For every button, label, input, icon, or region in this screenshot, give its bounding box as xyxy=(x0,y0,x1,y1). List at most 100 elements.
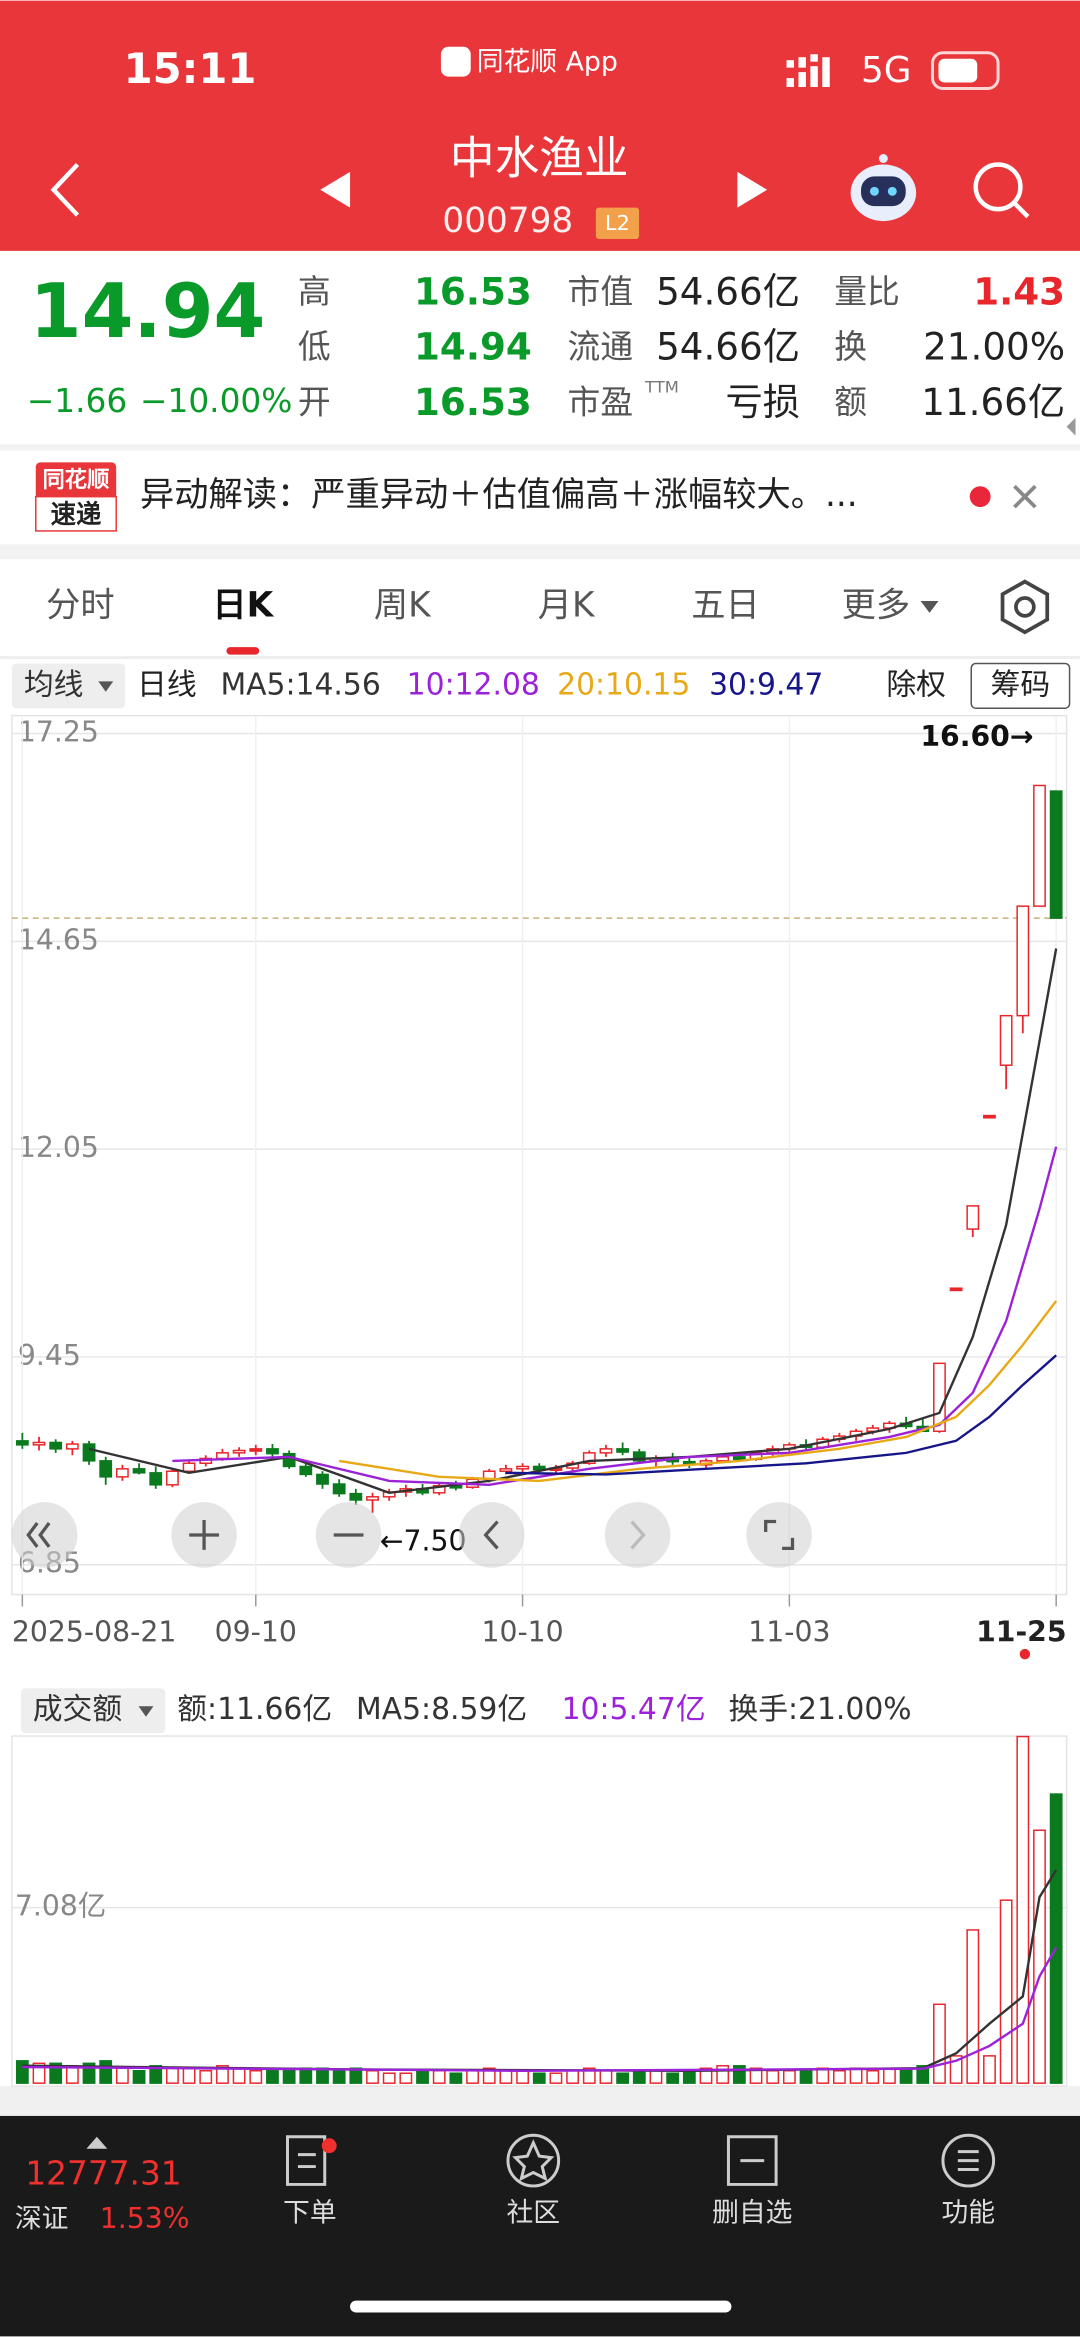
volume-bar xyxy=(532,2072,546,2084)
legend-selector: 均线 xyxy=(24,667,84,702)
robot-icon[interactable] xyxy=(850,154,917,222)
tab[interactable]: 月K xyxy=(538,585,596,625)
field-value: 14.94 xyxy=(414,325,532,369)
tab[interactable]: 日K xyxy=(212,585,274,625)
volume-bar xyxy=(382,2072,396,2084)
volume-bar xyxy=(549,2072,563,2084)
candle-body xyxy=(1033,784,1046,907)
ma-line xyxy=(88,948,1058,1495)
volume-bar xyxy=(666,2072,680,2084)
tab-underline xyxy=(226,647,260,655)
next-stock[interactable] xyxy=(737,171,768,208)
candle-body xyxy=(115,1468,129,1478)
candle-body xyxy=(499,1468,513,1472)
nav-icon-ring[interactable] xyxy=(506,2133,561,2188)
news-badge-bottom-text: 速递 xyxy=(51,499,102,529)
y-tick-label: 17.25 xyxy=(18,716,99,749)
volume-bar xyxy=(1033,1829,1046,2084)
chart-control[interactable] xyxy=(604,1502,671,1568)
y-tick-label: 9.45 xyxy=(18,1339,81,1372)
candle-body xyxy=(332,1483,346,1495)
back-button[interactable] xyxy=(50,162,80,217)
dropdown-arrow[interactable] xyxy=(98,681,114,692)
ma-line xyxy=(22,1869,1058,2072)
field-value: 1.43 xyxy=(973,270,1065,314)
volume-bar xyxy=(716,2065,730,2084)
nav-badge xyxy=(321,2138,337,2154)
volume-bar xyxy=(366,2070,379,2084)
nav-icon-ring[interactable] xyxy=(941,2133,996,2188)
field-label: 额 xyxy=(834,383,867,421)
candle-body xyxy=(266,1448,279,1455)
chips-text[interactable]: 筹码 xyxy=(991,667,1051,702)
field-label: 低 xyxy=(298,328,331,366)
nav-icon[interactable] xyxy=(726,2135,778,2186)
chart-control-icon[interactable] xyxy=(764,1519,795,1551)
chart-control-icon[interactable] xyxy=(483,1520,499,1550)
divider xyxy=(0,2086,1080,2116)
legend-item: 额:11.66亿 xyxy=(177,1692,332,1727)
news-text[interactable]: 异动解读：严重异动＋估值偏高＋涨幅较大。... xyxy=(140,475,858,515)
field-label: 换 xyxy=(834,328,867,366)
index-change: 1.53% xyxy=(100,2202,190,2235)
change: −1.66 xyxy=(27,382,127,420)
candle-body xyxy=(582,1452,596,1464)
prev-stock[interactable] xyxy=(320,171,351,208)
chart-control-icon[interactable] xyxy=(189,1520,219,1550)
legend-selector-bg[interactable] xyxy=(11,663,126,709)
volume-bar xyxy=(32,2062,46,2084)
legend-adjust[interactable]: 除权 xyxy=(886,667,946,702)
nav-label[interactable]: 下单 xyxy=(283,2198,337,2229)
volume-bar xyxy=(949,2055,963,2084)
volume-bar xyxy=(499,2070,513,2084)
news-close[interactable] xyxy=(1013,484,1037,509)
chips-button[interactable] xyxy=(970,662,1071,709)
volume-bar xyxy=(699,2067,713,2084)
plot-frame xyxy=(11,714,1068,1596)
field-value: 54.66亿 xyxy=(656,325,800,369)
nav-label[interactable]: 社区 xyxy=(506,2198,560,2229)
nav-icon[interactable] xyxy=(512,2139,555,2182)
expand-corner[interactable] xyxy=(1066,417,1076,436)
tab[interactable]: 分时 xyxy=(46,585,115,625)
volume-bar xyxy=(15,2060,29,2084)
tab[interactable]: 五日 xyxy=(691,585,760,625)
ma-line xyxy=(172,1146,1058,1486)
candle-body xyxy=(732,1456,746,1460)
chart-control-icon[interactable] xyxy=(26,1522,51,1548)
volume-bar xyxy=(933,2003,946,2084)
current-dot xyxy=(1019,1648,1031,1660)
high-annotation: 16.60→ xyxy=(920,720,1033,753)
chart-control-icon[interactable] xyxy=(630,1520,646,1550)
legend-selector-bg[interactable] xyxy=(20,1688,166,1734)
tab[interactable]: 更多 xyxy=(842,585,911,625)
volume-bar xyxy=(149,2065,163,2084)
dropdown-arrow[interactable] xyxy=(138,1706,154,1717)
divider xyxy=(0,544,1080,560)
volume-bar xyxy=(766,2070,780,2084)
tab[interactable]: 周K xyxy=(374,585,432,625)
candle-body xyxy=(15,1440,29,1446)
candle-body xyxy=(49,1441,63,1450)
chart-control[interactable] xyxy=(458,1502,525,1568)
volume-bar xyxy=(1016,1735,1030,2084)
chart-control[interactable] xyxy=(11,1502,78,1568)
dropdown-arrow[interactable] xyxy=(920,600,939,613)
search-icon[interactable] xyxy=(973,162,1030,219)
candle-body xyxy=(299,1465,313,1476)
nav-label[interactable]: 删自选 xyxy=(712,2198,792,2229)
nav-icon[interactable] xyxy=(286,2135,327,2186)
nav-label[interactable]: 功能 xyxy=(941,2198,995,2229)
volume-bar xyxy=(732,2065,746,2084)
chart-control[interactable] xyxy=(746,1502,812,1568)
news-badge-top: 同花顺 xyxy=(42,467,109,493)
candle-body xyxy=(999,1014,1013,1066)
volume-bar xyxy=(199,2070,213,2084)
volume-bar xyxy=(99,2060,113,2084)
level-text: L2 xyxy=(605,211,630,235)
divider xyxy=(0,656,1080,660)
level-badge xyxy=(595,207,640,239)
settings-icon[interactable] xyxy=(1000,579,1050,635)
legend-item: 换手:21.00% xyxy=(728,1692,911,1727)
nav-icon[interactable] xyxy=(957,2150,979,2172)
